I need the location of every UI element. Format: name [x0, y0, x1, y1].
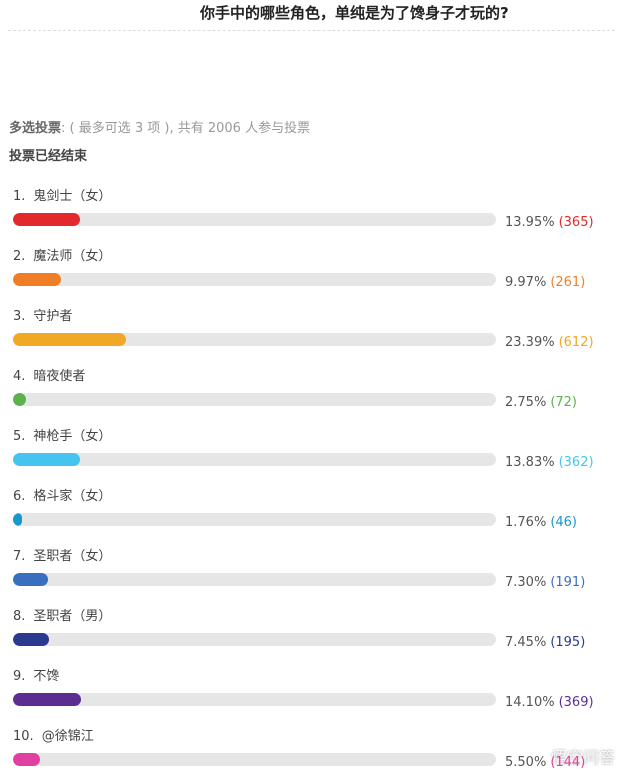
- poll-info: 多选投票: ( 最多可选 3 项 ), 共有 2006 人参与投票: [9, 117, 310, 136]
- percent-label: 1.76%: [505, 515, 547, 530]
- bar-track: [13, 453, 496, 466]
- option-name: 不馋: [33, 669, 60, 684]
- divider: [8, 30, 615, 31]
- option-result: 7.45% (195): [505, 635, 585, 650]
- option-index: 9.: [13, 669, 26, 684]
- option-result: 23.39% (612): [505, 335, 594, 350]
- option-index: 1.: [13, 189, 26, 204]
- option-result: 7.30% (191): [505, 575, 585, 590]
- percent-label: 9.97%: [505, 275, 547, 290]
- option-name: 鬼剑士（女）: [33, 189, 112, 204]
- vote-count: (261): [550, 275, 586, 290]
- bar-track: [13, 633, 496, 646]
- option-result: 14.10% (369): [505, 695, 594, 710]
- percent-label: 23.39%: [505, 335, 555, 350]
- vote-count: (369): [558, 695, 594, 710]
- bar: [13, 513, 22, 526]
- bar-track: [13, 693, 496, 706]
- poll-type: 多选投票: [9, 121, 62, 136]
- option-name: 神枪手（女）: [33, 429, 112, 444]
- bar-track: [13, 513, 496, 526]
- vote-count: (612): [558, 335, 594, 350]
- bar-track: [13, 333, 496, 346]
- option-result: 9.97% (261): [505, 275, 585, 290]
- bar: [13, 633, 49, 646]
- option-result: 2.75% (72): [505, 395, 577, 410]
- option-name: 暗夜使者: [33, 369, 86, 384]
- option-label: 5. 神枪手（女）: [13, 425, 111, 444]
- bar: [13, 693, 82, 706]
- option-label: 7. 圣职者（女）: [13, 545, 111, 564]
- option-index: 5.: [13, 429, 26, 444]
- percent-label: 5.50%: [505, 755, 547, 770]
- option-result: 13.95% (365): [505, 215, 594, 230]
- option-label: 8. 圣职者（男）: [13, 605, 111, 624]
- bar-track: [13, 213, 496, 226]
- bar: [13, 453, 80, 466]
- option-index: 2.: [13, 249, 26, 264]
- option-index: 6.: [13, 489, 26, 504]
- vote-count: (365): [558, 215, 594, 230]
- option-result: 5.50% (144): [505, 755, 585, 770]
- question-title: 你手中的哪些角色，单纯是为了馋身子才玩的?: [200, 4, 509, 22]
- option-name: 格斗家（女）: [33, 489, 112, 504]
- percent-label: 14.10%: [505, 695, 555, 710]
- option-label: 3. 守护者: [13, 305, 72, 324]
- option-index: 8.: [13, 609, 26, 624]
- vote-count: (195): [550, 635, 586, 650]
- poll-status: 投票已经结束: [9, 149, 88, 164]
- vote-count: (46): [550, 515, 577, 530]
- percent-label: 13.83%: [505, 455, 555, 470]
- option-name: 圣职者（女）: [33, 549, 112, 564]
- bar: [13, 573, 49, 586]
- bar: [13, 393, 27, 406]
- option-name: 圣职者（男）: [33, 609, 112, 624]
- bar: [13, 753, 40, 766]
- option-result: 13.83% (362): [505, 455, 594, 470]
- vote-count: (191): [550, 575, 586, 590]
- option-index: 7.: [13, 549, 26, 564]
- option-label: 10. @徐锦江: [13, 725, 94, 744]
- option-name: 守护者: [33, 309, 73, 324]
- percent-label: 13.95%: [505, 215, 555, 230]
- vote-count: (72): [550, 395, 577, 410]
- option-label: 1. 鬼剑士（女）: [13, 185, 111, 204]
- option-label: 4. 暗夜使者: [13, 365, 85, 384]
- option-name: @徐锦江: [41, 729, 94, 744]
- watermark: 悟空问答: [550, 748, 615, 767]
- bar-track: [13, 573, 496, 586]
- poll-rule: : ( 最多可选 3 项 ), 共有 2006 人参与投票: [61, 121, 311, 136]
- bar-track: [13, 753, 496, 766]
- option-result: 1.76% (46): [505, 515, 577, 530]
- vote-count: (144): [550, 755, 586, 770]
- option-index: 4.: [13, 369, 26, 384]
- percent-label: 7.45%: [505, 635, 547, 650]
- option-index: 10.: [13, 729, 34, 744]
- bar: [13, 273, 62, 286]
- option-index: 3.: [13, 309, 26, 324]
- percent-label: 2.75%: [505, 395, 547, 410]
- option-label: 6. 格斗家（女）: [13, 485, 111, 504]
- option-label: 2. 魔法师（女）: [13, 245, 111, 264]
- percent-label: 7.30%: [505, 575, 547, 590]
- bar: [13, 333, 126, 346]
- bar-track: [13, 393, 496, 406]
- vote-count: (362): [558, 455, 594, 470]
- option-name: 魔法师（女）: [33, 249, 112, 264]
- bar-track: [13, 273, 496, 286]
- bar: [13, 213, 81, 226]
- option-label: 9. 不馋: [13, 665, 59, 684]
